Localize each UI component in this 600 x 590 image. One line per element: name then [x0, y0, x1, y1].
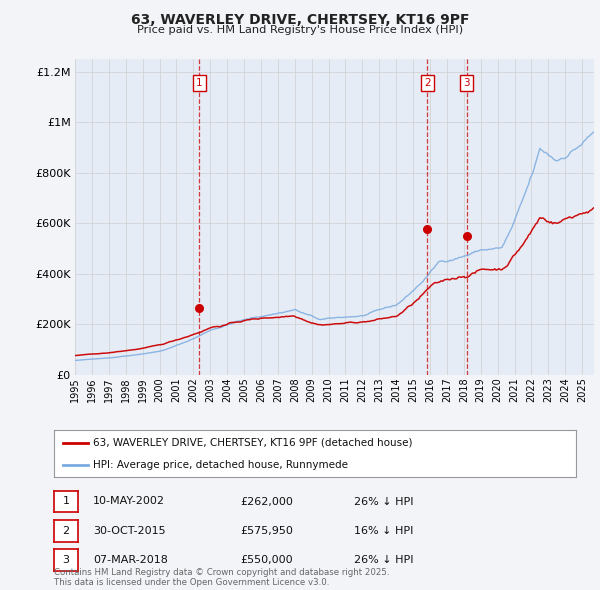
Text: 1: 1	[196, 78, 203, 88]
Text: £262,000: £262,000	[240, 497, 293, 506]
Text: 63, WAVERLEY DRIVE, CHERTSEY, KT16 9PF: 63, WAVERLEY DRIVE, CHERTSEY, KT16 9PF	[131, 13, 469, 27]
Text: HPI: Average price, detached house, Runnymede: HPI: Average price, detached house, Runn…	[93, 460, 348, 470]
Text: 1: 1	[62, 497, 70, 506]
Text: £575,950: £575,950	[240, 526, 293, 536]
Text: £550,000: £550,000	[240, 555, 293, 565]
Text: 63, WAVERLEY DRIVE, CHERTSEY, KT16 9PF (detached house): 63, WAVERLEY DRIVE, CHERTSEY, KT16 9PF (…	[93, 438, 413, 448]
Text: 3: 3	[62, 555, 70, 565]
Text: 30-OCT-2015: 30-OCT-2015	[93, 526, 166, 536]
Text: 16% ↓ HPI: 16% ↓ HPI	[354, 526, 413, 536]
Text: 2: 2	[424, 78, 430, 88]
Text: 26% ↓ HPI: 26% ↓ HPI	[354, 555, 413, 565]
Text: 26% ↓ HPI: 26% ↓ HPI	[354, 497, 413, 506]
Text: 10-MAY-2002: 10-MAY-2002	[93, 497, 165, 506]
Text: Contains HM Land Registry data © Crown copyright and database right 2025.
This d: Contains HM Land Registry data © Crown c…	[54, 568, 389, 587]
Text: 2: 2	[62, 526, 70, 536]
Text: 07-MAR-2018: 07-MAR-2018	[93, 555, 168, 565]
Text: 3: 3	[464, 78, 470, 88]
Text: Price paid vs. HM Land Registry's House Price Index (HPI): Price paid vs. HM Land Registry's House …	[137, 25, 463, 35]
